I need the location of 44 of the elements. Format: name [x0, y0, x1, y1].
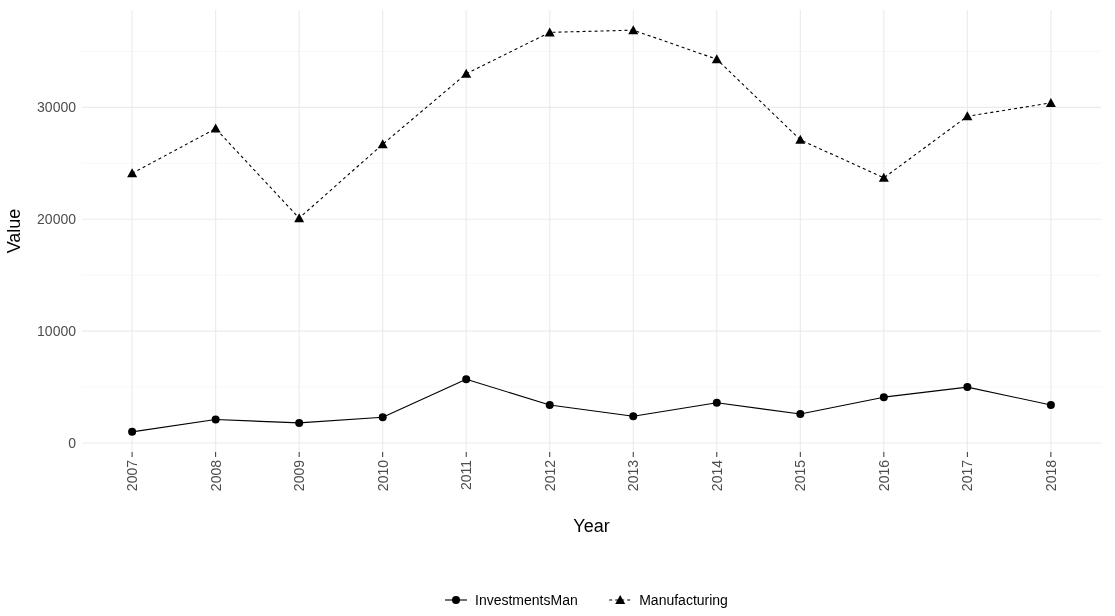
point: [795, 134, 806, 144]
y-tick-label: 10000: [37, 323, 77, 340]
point: [963, 383, 972, 392]
point: [1046, 401, 1055, 409]
point: [878, 172, 889, 182]
point: [879, 393, 888, 402]
point: [127, 168, 138, 178]
x-tick-label: 2007: [124, 459, 141, 492]
point: [210, 123, 221, 133]
point: [462, 375, 471, 384]
point: [712, 398, 721, 407]
point: [711, 54, 722, 64]
x-tick-label: 2018: [1042, 459, 1059, 492]
x-tick-label: 2012: [541, 459, 558, 492]
x-tick-label: 2017: [959, 459, 976, 492]
y-tick-label: 20000: [37, 211, 77, 228]
point: [128, 427, 137, 436]
y-axis-title: Value: [4, 208, 24, 254]
point: [378, 413, 387, 422]
x-tick-label: 2011: [458, 459, 475, 491]
point: [377, 139, 388, 149]
y-tick-label: 30000: [37, 99, 77, 116]
x-tick-label: 2013: [625, 459, 642, 492]
legend-label: InvestmentsMan: [475, 592, 578, 608]
x-tick-label: 2008: [207, 459, 224, 492]
point: [461, 68, 472, 78]
point: [294, 213, 305, 223]
x-tick-label: 2010: [374, 459, 391, 492]
point: [295, 418, 304, 427]
point: [629, 412, 638, 421]
point: [1045, 97, 1056, 107]
x-tick-label: 2009: [291, 459, 308, 492]
y-tick-label: 0: [68, 434, 77, 451]
x-tick-label: 2015: [792, 459, 809, 492]
x-tick-label: 2016: [875, 459, 892, 492]
point: [544, 27, 555, 37]
point: [628, 25, 639, 35]
point: [796, 409, 805, 418]
point: [962, 111, 973, 121]
point: [211, 415, 220, 424]
x-axis-title: Year: [573, 516, 610, 536]
point: [545, 401, 554, 409]
x-tick-label: 2014: [708, 459, 725, 492]
legend-label: Manufacturing: [639, 592, 728, 608]
